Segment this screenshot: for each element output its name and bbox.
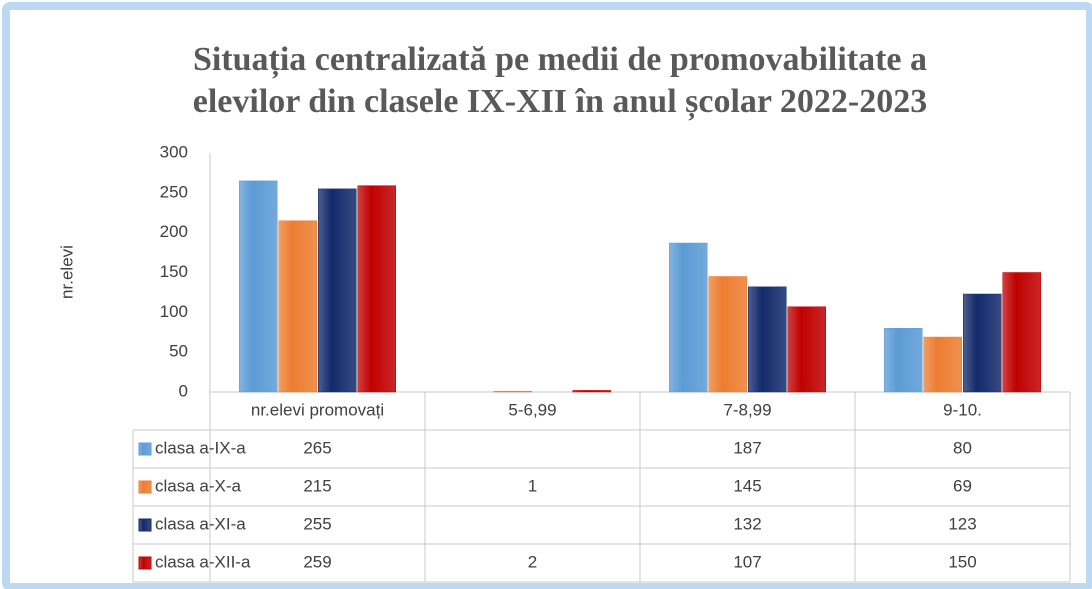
y-tick-label: 200 <box>160 222 188 241</box>
bar <box>884 328 923 393</box>
legend-key <box>138 518 152 532</box>
y-tick-label: 0 <box>179 381 188 400</box>
table-cell: 2 <box>528 552 537 571</box>
y-axis-label: nr.elevi <box>57 245 76 299</box>
bar <box>963 293 1002 393</box>
legend-label: clasa a-IX-a <box>155 438 246 457</box>
bar <box>572 390 611 393</box>
bar <box>1002 272 1041 393</box>
x-tick-label: 5-6,99 <box>508 400 556 419</box>
table-cell: 187 <box>733 438 761 457</box>
table-cell: 80 <box>953 438 972 457</box>
chart-title: elevilor din clasele IX-XII în anul școl… <box>193 83 927 121</box>
table-cell: 255 <box>303 514 331 533</box>
bar <box>278 220 317 393</box>
table-cell: 107 <box>733 552 761 571</box>
table-cell: 1 <box>528 476 537 495</box>
table-cell: 265 <box>303 438 331 457</box>
bar <box>357 185 396 393</box>
y-tick-label: 50 <box>169 342 188 361</box>
bar <box>748 286 787 393</box>
bar <box>669 242 708 393</box>
legend-label: clasa a-XII-a <box>155 552 251 571</box>
table-cell: 145 <box>733 476 761 495</box>
table-cell: 215 <box>303 476 331 495</box>
y-tick-label: 250 <box>160 182 188 201</box>
table-cell: 123 <box>948 514 976 533</box>
legend-label: clasa a-X-a <box>155 476 242 495</box>
y-tick-label: 300 <box>160 142 188 161</box>
table-cell: 150 <box>948 552 976 571</box>
table-cell: 259 <box>303 552 331 571</box>
table-cell: 132 <box>733 514 761 533</box>
bar <box>923 336 962 393</box>
bar <box>239 180 278 393</box>
bar <box>708 276 747 393</box>
legend-key <box>138 556 152 570</box>
chart-title: Situația centralizată pe medii de promov… <box>193 41 927 79</box>
legend-key <box>138 442 152 456</box>
table-cell: 69 <box>953 476 972 495</box>
x-tick-label: 7-8,99 <box>723 400 771 419</box>
y-tick-label: 100 <box>160 302 188 321</box>
y-tick-label: 150 <box>160 262 188 281</box>
legend-label: clasa a-XI-a <box>155 514 246 533</box>
bar <box>787 306 826 393</box>
x-tick-label: nr.elevi promovați <box>251 400 384 419</box>
x-tick-label: 9-10. <box>943 400 982 419</box>
bar <box>318 188 357 393</box>
legend-key <box>138 480 152 494</box>
bar <box>493 390 532 393</box>
